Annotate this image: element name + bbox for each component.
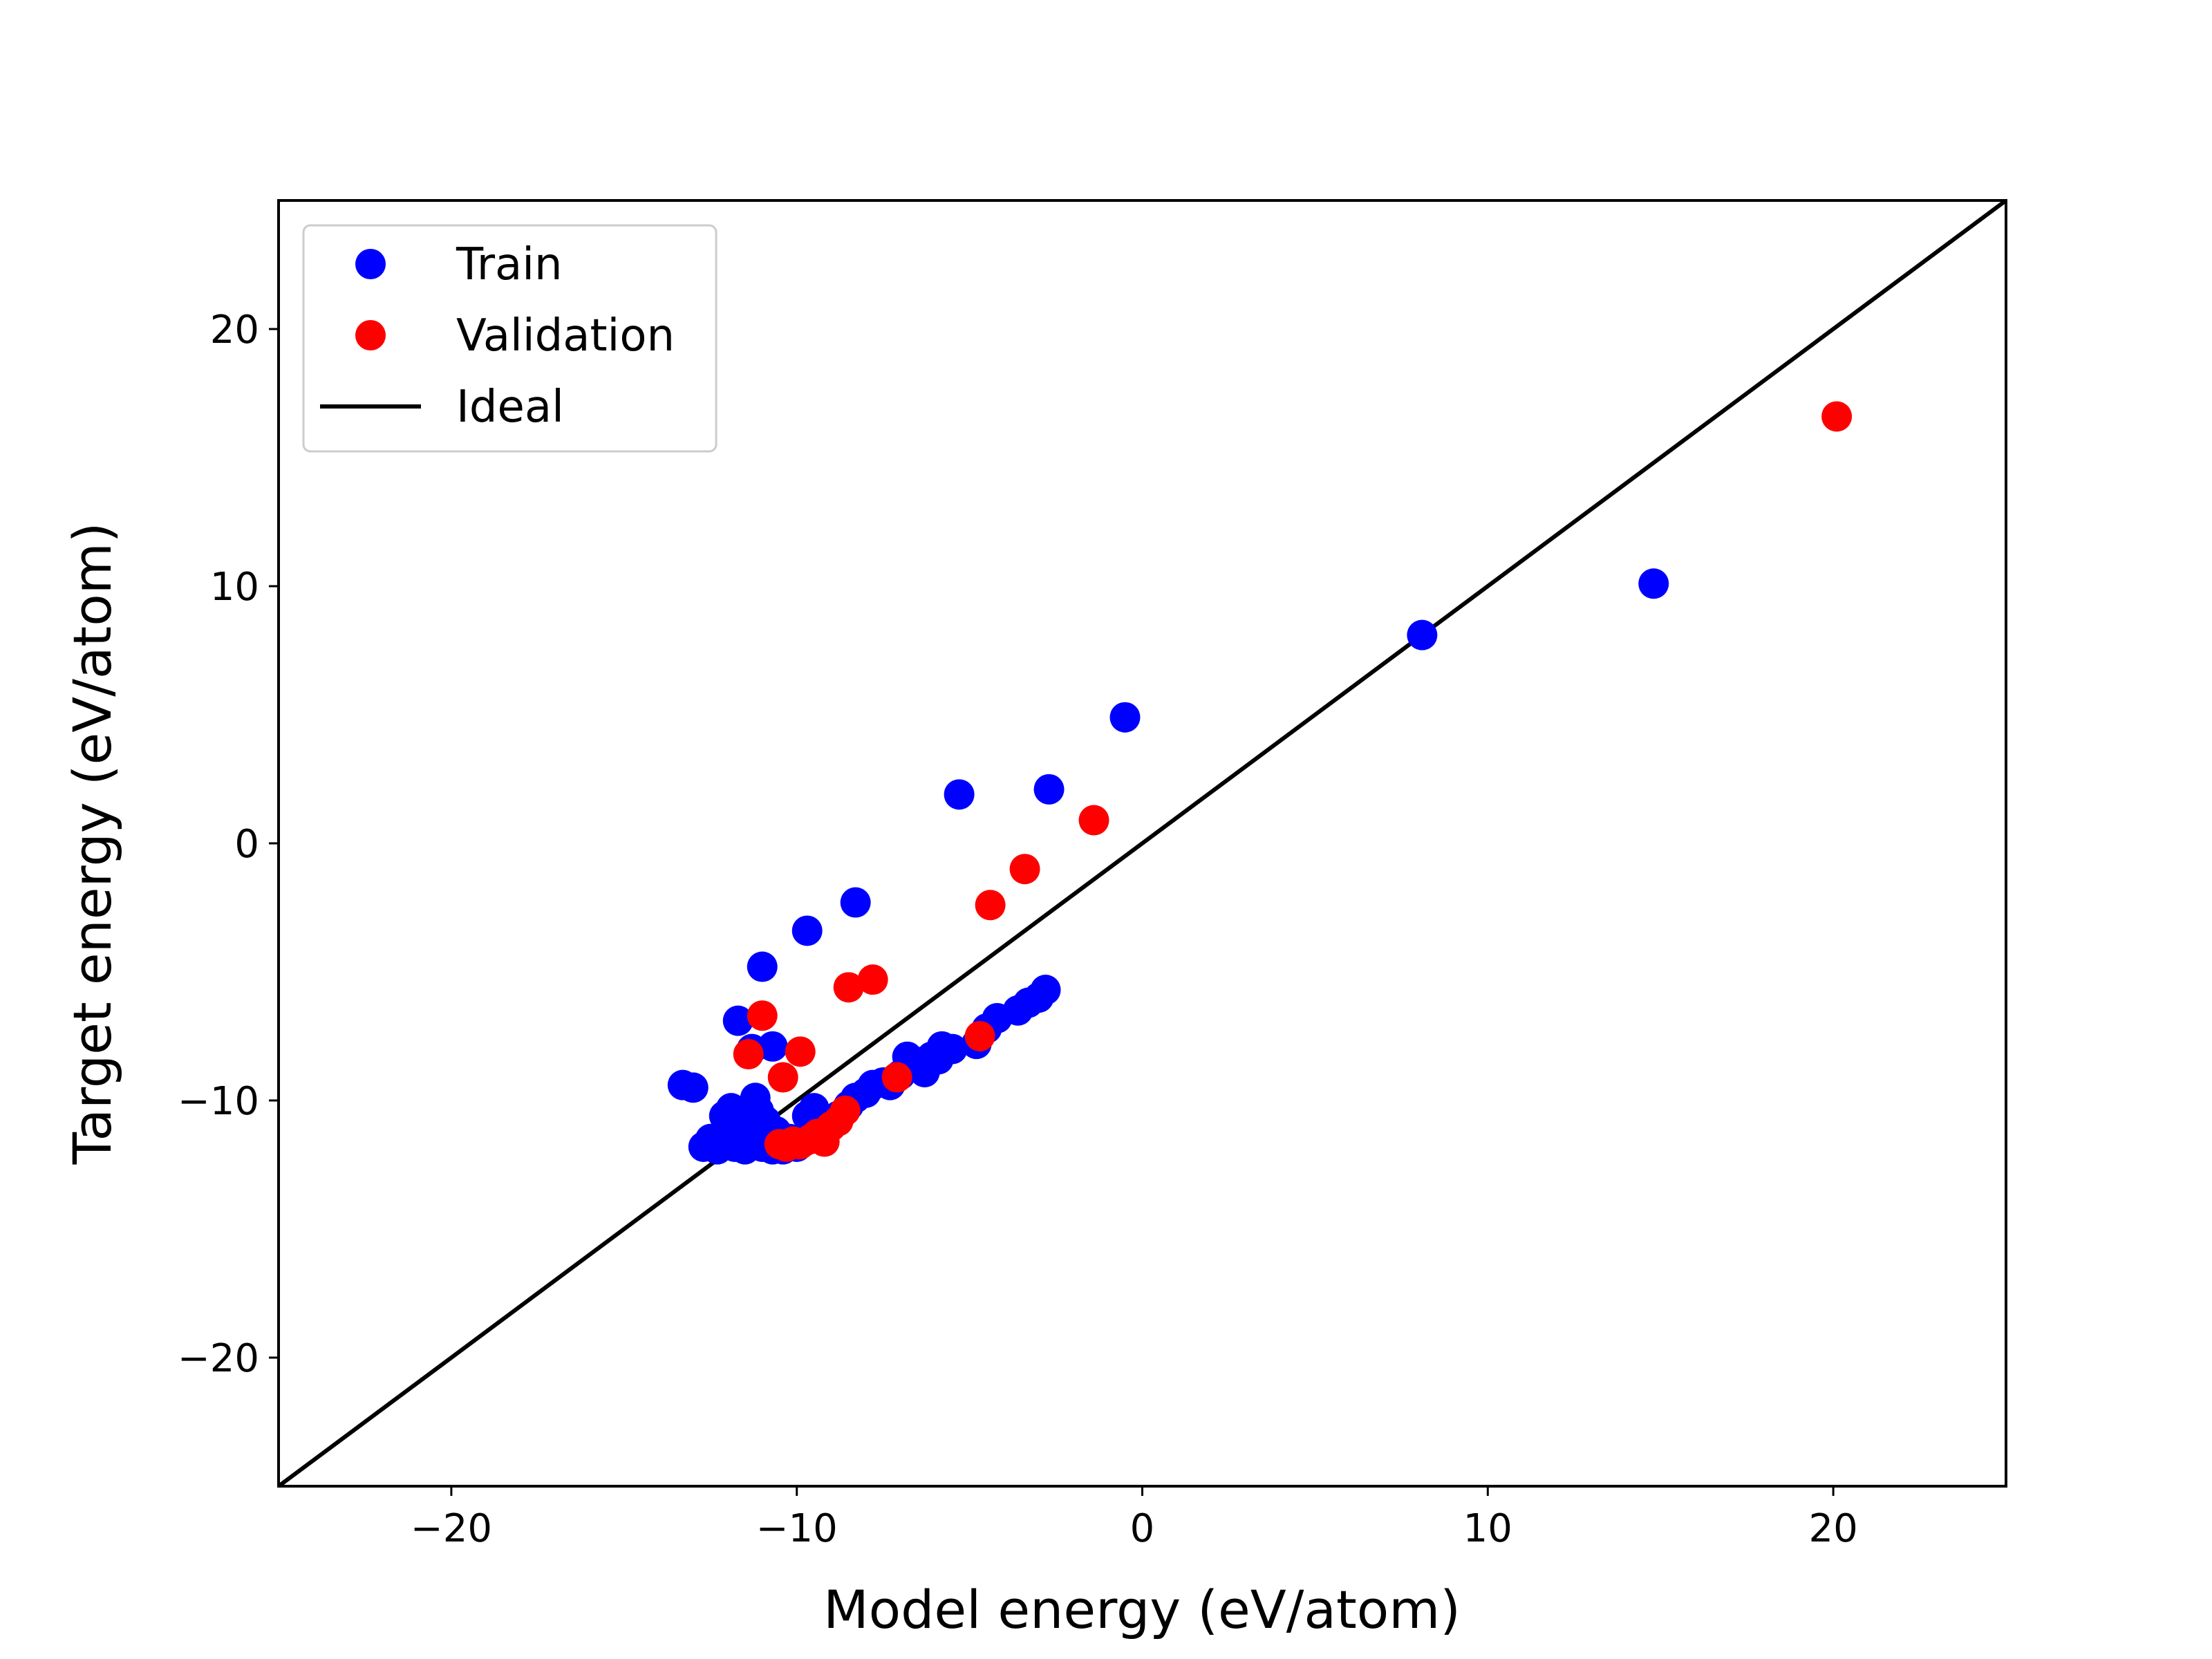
y-axis-label: Target energy (eV/atom): [62, 523, 123, 1165]
x-tick-label: 20: [1808, 1506, 1857, 1551]
train-point: [1030, 975, 1061, 1006]
validation-point: [881, 1062, 912, 1093]
x-axis-ticks: −20 −10 0 10 20: [411, 1486, 1858, 1551]
ideal-line: [277, 198, 2007, 1488]
validation-point: [1078, 805, 1109, 836]
legend-validation-label: Validation: [456, 310, 675, 362]
x-tick-label: −20: [411, 1506, 492, 1551]
validation-point: [785, 1036, 816, 1067]
y-tick-label: 10: [210, 565, 259, 610]
validation-point: [833, 972, 864, 1003]
validation-point: [964, 1021, 995, 1051]
train-point: [944, 779, 975, 810]
y-tick-label: −20: [178, 1336, 259, 1381]
validation-point: [747, 1000, 778, 1031]
train-point: [722, 1005, 753, 1036]
legend: Train Validation Ideal: [302, 224, 718, 453]
legend-frame: [302, 224, 718, 453]
validation-point: [733, 1039, 764, 1070]
train-point: [1109, 702, 1141, 733]
legend-ideal-label: Ideal: [456, 382, 564, 433]
x-tick-label: 10: [1463, 1506, 1512, 1551]
train-point: [757, 1031, 788, 1062]
train-point: [677, 1072, 709, 1103]
x-tick-label: −10: [756, 1506, 838, 1551]
validation-point: [975, 890, 1006, 921]
train-point: [747, 951, 778, 982]
x-tick-label: 0: [1130, 1506, 1155, 1551]
validation-point: [857, 964, 888, 995]
plot-area: [277, 198, 2007, 1488]
train-point: [1407, 619, 1438, 650]
train-point: [791, 915, 823, 946]
legend-validation-marker: [355, 320, 386, 350]
legend-train-label: Train: [456, 239, 563, 290]
validation-point: [830, 1095, 861, 1126]
legend-train-marker: [355, 249, 386, 279]
train-point: [840, 887, 871, 918]
train-point: [1638, 568, 1669, 599]
y-tick-label: 20: [210, 308, 259, 353]
train-point: [1033, 774, 1065, 805]
validation-series: [733, 401, 1853, 1162]
validation-point: [1821, 401, 1853, 432]
y-tick-label: 0: [234, 822, 259, 867]
y-tick-label: −10: [178, 1079, 259, 1124]
validation-point: [767, 1062, 798, 1093]
validation-point: [1009, 854, 1040, 885]
ideal-line-layer: [277, 198, 2007, 1488]
x-axis-label: Model energy (eV/atom): [823, 1579, 1461, 1640]
y-axis-ticks: −20 −10 0 10 20: [178, 308, 279, 1381]
train-point: [937, 1033, 968, 1065]
